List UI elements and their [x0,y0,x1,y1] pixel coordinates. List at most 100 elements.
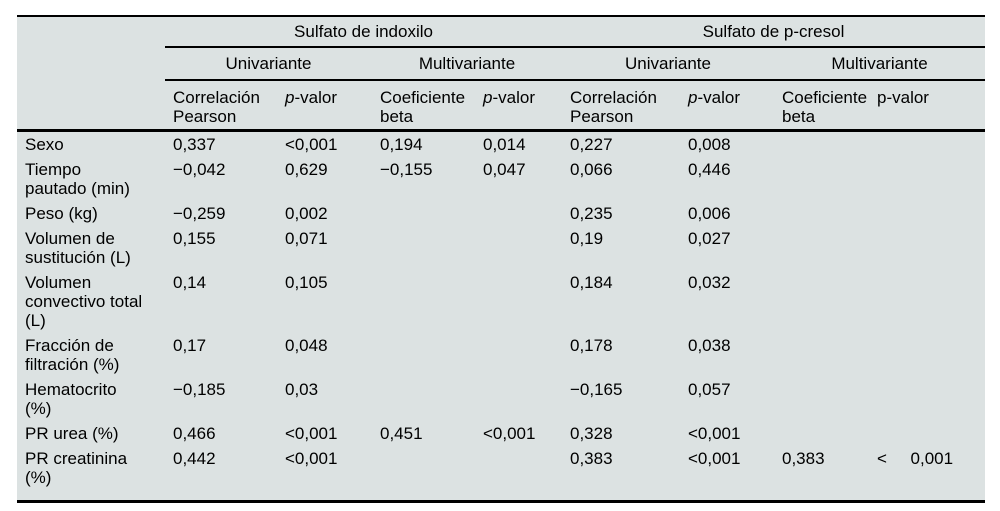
table-cell [372,333,475,377]
table-cell [869,421,985,446]
table-cell [372,446,475,502]
table-cell: < 0,001 [877,449,954,468]
table-cell: 0,328 [570,424,613,443]
colheader-p-valor-4: p-valor [869,80,985,132]
table-cell: −0,259 [173,204,226,223]
table-cell: 0,14 [173,273,207,292]
subgroup-header-row: Univariante Multivariante Univariante Mu… [17,47,985,81]
table-cell: <0,001 [688,424,741,443]
table-cell [372,270,475,333]
table-cell [774,377,869,421]
subheader-univariante-pcresol: Univariante [562,47,774,81]
row-label: Volumen de sustitución (L) [25,229,131,267]
row-label: Peso (kg) [25,204,98,223]
table-cell: 0,235 [570,204,613,223]
table-cell: −0,042 [173,160,226,179]
table-cell [372,226,475,270]
table-cell [475,201,562,226]
table-cell [774,157,869,201]
stub-cell [17,47,165,80]
table-cell [372,377,475,421]
table-cell: 0,383 [570,449,613,468]
table-row: Hematocrito (%) −0,185 0,03 −0,165 0,057 [17,377,985,421]
table-cell [475,377,562,421]
table-row: PR creatinina (%) 0,442 <0,001 0,383 <0,001 0… [17,446,985,502]
table-body: Sexo 0,337 <0,001 0,194 0,014 0,227 0,008 Tiemp… [17,131,985,502]
table-cell: 0,057 [688,380,731,399]
colheader-p-valor-1: p-valor [277,80,372,132]
table-cell: −0,185 [173,380,226,399]
table-cell: 0,629 [285,160,328,179]
row-label: Fracción de filtración (%) [25,336,120,374]
table-cell: 0,337 [173,135,216,154]
table-cell [774,270,869,333]
table-cell [869,377,985,421]
subheader-multivariante-indoxilo: Multivariante [372,47,562,81]
table-cell: 0,383 [782,449,825,468]
table-cell [372,201,475,226]
table-cell: 0,066 [570,160,613,179]
table-cell [869,226,985,270]
colheader-coeficiente-beta-2: Coeficiente beta [774,80,869,132]
table-cell: 0,446 [688,160,731,179]
row-label: PR creatinina (%) [25,449,128,487]
table-cell [774,421,869,446]
table-cell: 0,071 [285,229,328,248]
table-row: Sexo 0,337 <0,001 0,194 0,014 0,227 0,008 [17,131,985,158]
table-cell: 0,014 [483,135,526,154]
table-cell [774,131,869,158]
table-row: Volumen convectivo total (L) 0,14 0,105 0,1… [17,270,985,333]
table-cell: 0,194 [380,135,423,154]
table-cell: 0,048 [285,336,328,355]
table-cell: 0,038 [688,336,731,355]
table-cell [774,226,869,270]
subheader-multivariante-pcresol: Multivariante [774,47,985,81]
column-header-row: Correlación Pearson p-valor Coeficiente … [17,80,985,132]
correlation-table: Sulfato de indoxilo Sulfato de p-cresol … [17,15,985,503]
table-row: Volumen de sustitución (L) 0,155 0,071 0,19… [17,226,985,270]
table-cell [869,157,985,201]
table-cell [869,131,985,158]
subheader-univariante-indoxilo: Univariante [165,47,372,81]
table-cell: 0,184 [570,273,613,292]
table-cell: 0,227 [570,135,613,154]
table-cell: 0,002 [285,204,328,223]
table-cell: −0,165 [570,380,623,399]
group-header-sulfato-indoxilo: Sulfato de indoxilo [165,16,562,48]
table-row: Peso (kg) −0,259 0,002 0,235 0,006 [17,201,985,226]
table-cell: 0,442 [173,449,216,468]
table-cell: 0,032 [688,273,731,292]
group-header-row: Sulfato de indoxilo Sulfato de p-cresol [17,16,985,48]
stub-cell [17,16,165,47]
colheader-p-valor-3: p-valor [680,80,774,132]
row-label: Sexo [25,135,64,154]
table-cell: 0,047 [483,160,526,179]
table-cell: 0,155 [173,229,216,248]
colheader-correlacion-pearson-2: Correlación Pearson [562,80,680,132]
table-cell: <0,001 [285,135,338,154]
table-cell: 0,008 [688,135,731,154]
colheader-coeficiente-beta-1: Coeficiente beta [372,80,475,132]
table-cell: 0,03 [285,380,319,399]
table-cell [475,446,562,502]
table-cell: <0,001 [285,449,338,468]
table-cell [869,270,985,333]
table-cell: <0,001 [285,424,338,443]
table-cell [475,226,562,270]
table-cell: 0,006 [688,204,731,223]
table-cell: 0,17 [173,336,207,355]
table-cell: 0,105 [285,273,328,292]
colheader-p-valor-2: p-valor [475,80,562,132]
table-cell: 0,466 [173,424,216,443]
table-cell [869,333,985,377]
table-row: Tiempo pautado (min) −0,042 0,629 −0,155 0,0… [17,157,985,201]
table-cell: 0,19 [570,229,604,248]
row-label: PR urea (%) [25,424,119,443]
table-cell [869,201,985,226]
table-cell [774,201,869,226]
colheader-correlacion-pearson-1: Correlación Pearson [165,80,277,132]
table-cell: 0,027 [688,229,731,248]
table-cell [774,333,869,377]
table-row: PR urea (%) 0,466 <0,001 0,451 <0,001 0,328 <0… [17,421,985,446]
